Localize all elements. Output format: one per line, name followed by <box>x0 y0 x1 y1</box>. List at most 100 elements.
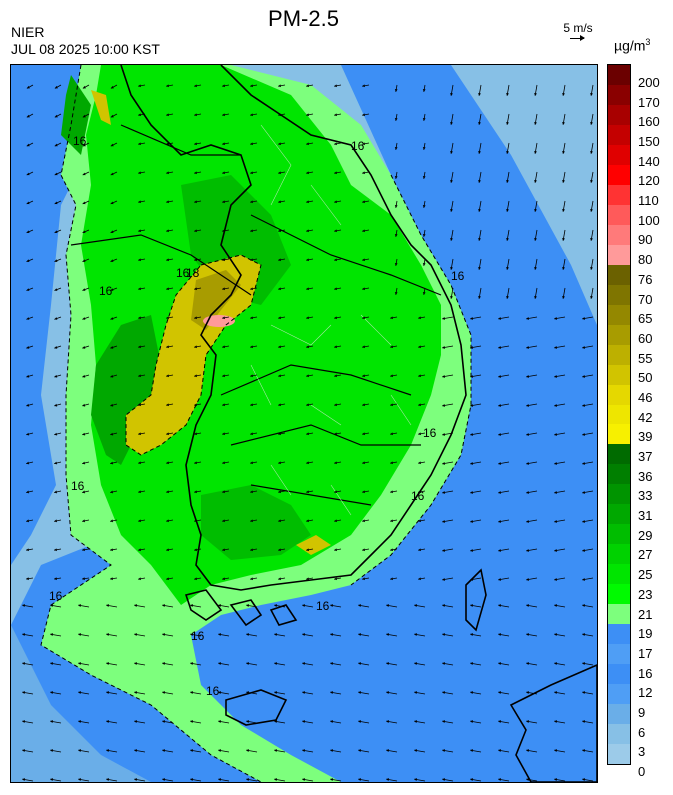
wind-arrow-head <box>194 84 197 88</box>
wind-arrow-head <box>82 461 86 465</box>
wind-arrow-head <box>54 548 57 552</box>
wind-arrow-head <box>442 720 446 723</box>
wind-arrow-head <box>222 519 225 523</box>
wind-arrow-head <box>246 749 250 752</box>
wind-arrow-head <box>362 229 365 233</box>
wind-arrow-head <box>54 403 58 407</box>
wind-arrow-head <box>138 577 141 581</box>
wind-arrow-head <box>498 520 502 523</box>
legend-tick-label: 37 <box>638 449 653 465</box>
wind-arrow-head <box>362 316 365 320</box>
wind-arrow-head <box>394 89 398 92</box>
wind-arrow-head <box>470 520 474 523</box>
wind-arrow-head <box>26 432 30 436</box>
wind-arrow-head <box>498 633 502 636</box>
wind-arrow-head <box>362 461 365 465</box>
wind-arrow-head <box>306 432 309 436</box>
wind-arrow-head <box>554 749 558 752</box>
contour-label: 16 <box>351 139 365 153</box>
wind-arrow-head <box>450 150 453 154</box>
wind-arrow-head <box>222 548 225 552</box>
wind-arrow-head <box>218 691 222 694</box>
wind-arrow-head <box>442 578 446 581</box>
wind-arrow-head <box>162 662 166 665</box>
wind-arrow-head <box>334 258 337 262</box>
wind-arrow-head <box>162 778 166 781</box>
wind-arrow-head <box>26 230 30 234</box>
wind-arrow-head <box>390 519 393 523</box>
wind-arrow-head <box>306 519 309 523</box>
wind-arrow-head <box>166 287 169 291</box>
wind-arrow-head <box>498 375 502 378</box>
wind-arrow-head <box>334 142 337 146</box>
wind-arrow-head <box>26 548 29 552</box>
wind-arrow-head <box>554 720 558 723</box>
wind-arrow-head <box>110 288 114 291</box>
wind-arrow-head <box>54 143 58 147</box>
wind-arrow-head <box>250 84 253 88</box>
wind-arrow-head <box>194 287 197 291</box>
wind-arrow-head <box>278 519 281 523</box>
wind-arrow-head <box>106 604 110 607</box>
wind-arrow-head <box>334 113 337 117</box>
land-dark-green-south <box>201 485 311 560</box>
contour-line-36 <box>125 254 262 456</box>
wind-arrow-head <box>138 548 141 552</box>
contour-label: 18 <box>186 266 200 280</box>
wind-arrow-head <box>582 633 586 636</box>
wind-arrow-head <box>582 778 586 781</box>
wind-arrow-head <box>194 142 197 146</box>
wind-arrow-head <box>554 662 558 665</box>
wind-arrow-head <box>534 266 537 270</box>
wind-arrow-head <box>190 691 194 694</box>
wind-arrow-head <box>246 604 250 607</box>
wind-arrow-head <box>166 316 169 320</box>
wind-arrow-head <box>26 259 30 262</box>
legend-swatch <box>608 224 630 246</box>
wind-arrow-head <box>306 142 309 146</box>
wind-arrow-head <box>194 403 197 407</box>
wind-arrow-head <box>106 778 110 781</box>
wind-arrow-head <box>582 375 586 378</box>
wind-arrow-head <box>278 316 281 320</box>
wind-arrow-head <box>590 179 593 183</box>
wind-arrow-head <box>470 633 474 636</box>
wind-arrow-head <box>250 519 253 523</box>
wind-arrow-head <box>334 519 337 523</box>
coastline-east-island <box>465 568 487 632</box>
wind-arrow-head <box>334 490 337 494</box>
wind-arrow-head <box>450 121 453 125</box>
legend-tick-label: 9 <box>638 704 646 720</box>
legend-tick-label: 17 <box>638 645 653 661</box>
wind-arrow-head <box>478 295 481 299</box>
wind-arrow-head <box>246 778 250 781</box>
wind-arrow-head <box>582 491 586 494</box>
wind-arrow-head <box>506 208 509 212</box>
wind-arrow-head <box>394 263 398 266</box>
wind-arrow-head <box>166 345 169 349</box>
wind-arrow-head <box>534 179 537 183</box>
wind-arrow-head <box>306 287 309 291</box>
wind-arrow-head <box>334 84 337 88</box>
wind-arrow-head <box>106 720 110 723</box>
wind-arrow-head <box>50 720 54 723</box>
wind-arrow-head <box>278 548 281 552</box>
wind-arrow-head <box>278 142 281 146</box>
wind-arrow-head <box>534 208 537 212</box>
wind-arrow-head <box>442 604 446 607</box>
wind-arrow-head <box>166 519 169 523</box>
wind-arrow-head <box>82 201 86 205</box>
wind-arrow-head <box>590 237 593 241</box>
legend-tick-label: 0 <box>638 764 646 779</box>
wind-arrow-head <box>222 490 225 494</box>
wind-arrow-head <box>442 346 446 349</box>
wind-arrow-head <box>110 85 114 89</box>
wind-arrow-head <box>582 662 586 665</box>
wind-arrow-head <box>442 520 446 523</box>
contour-label: 16 <box>191 629 205 643</box>
land-green-zone <box>81 65 441 605</box>
timestamp-label: JUL 08 2025 10:00 KST <box>11 41 160 57</box>
wind-arrow-head <box>554 633 558 636</box>
wind-arrow-head <box>82 317 86 320</box>
legend-tick-label: 16 <box>638 665 653 681</box>
